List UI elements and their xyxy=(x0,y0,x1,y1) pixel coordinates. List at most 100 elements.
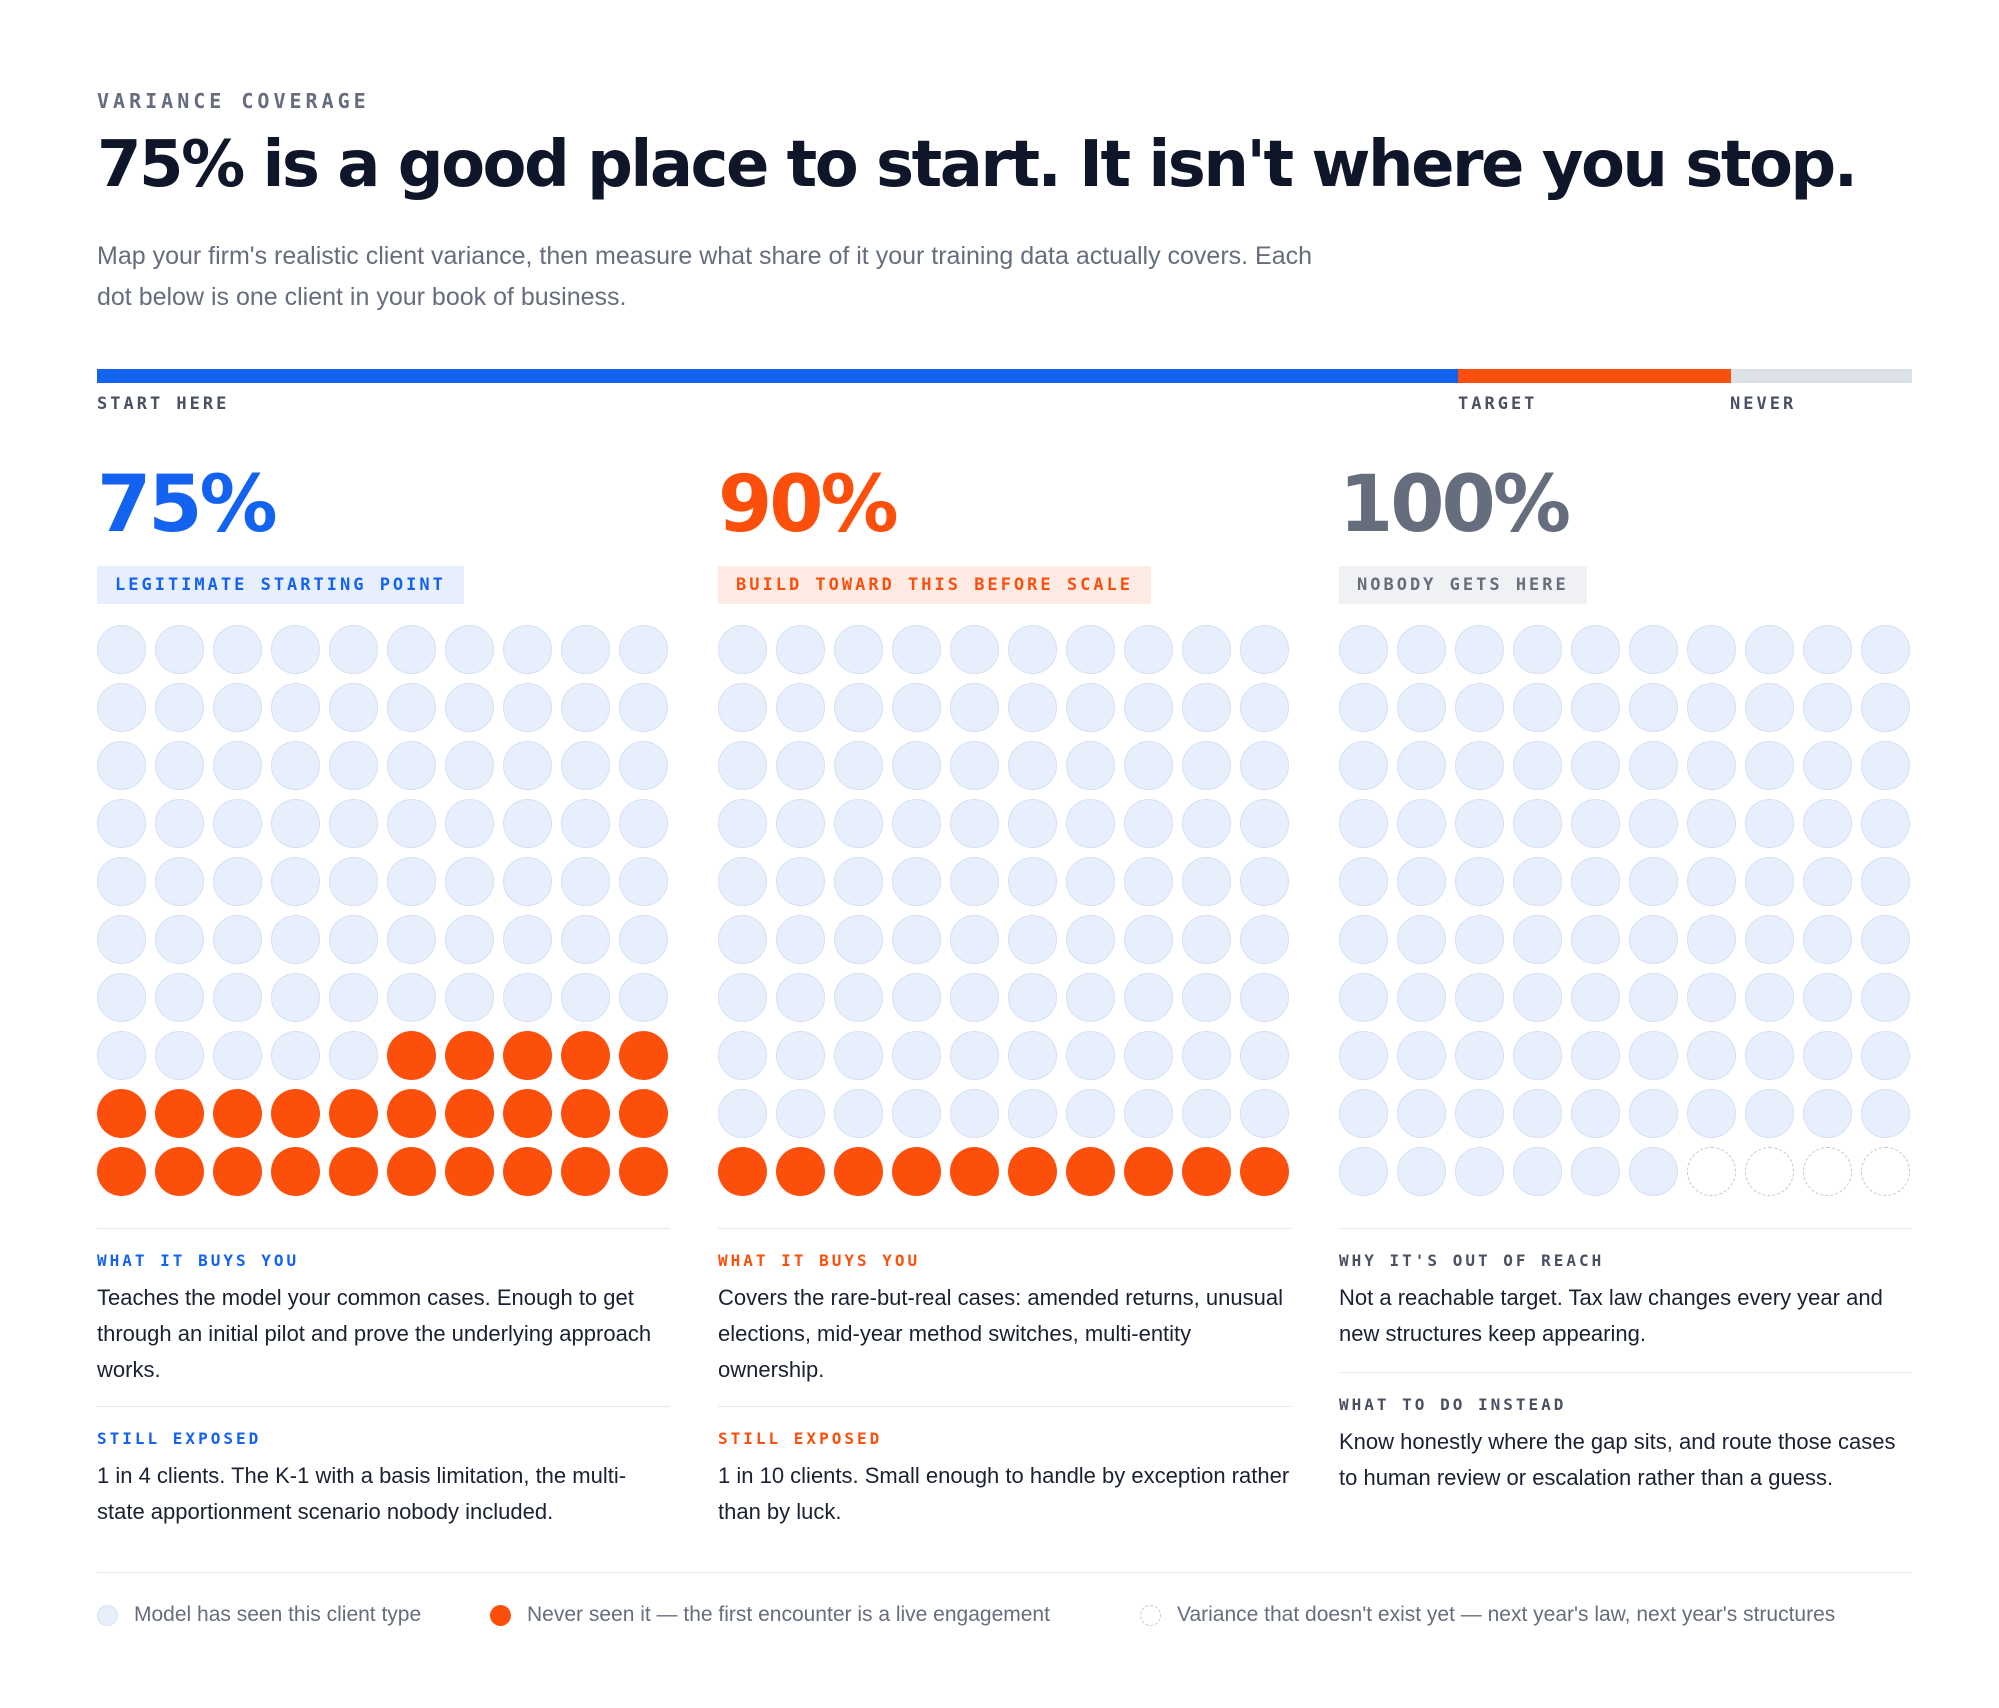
never-client-dot xyxy=(619,1031,668,1080)
info-section: STILL EXPOSED 1 in 4 clients. The K-1 wi… xyxy=(97,1406,670,1530)
seen-client-dot xyxy=(1687,625,1736,674)
seen-client-dot xyxy=(718,915,767,964)
seen-client-dot xyxy=(1861,1031,1910,1080)
seen-client-dot xyxy=(387,741,436,790)
seen-client-dot xyxy=(1687,973,1736,1022)
seen-client-dot xyxy=(1745,973,1794,1022)
seen-client-dot xyxy=(329,741,378,790)
seen-client-dot xyxy=(1513,741,1562,790)
seen-client-dot xyxy=(329,1031,378,1080)
info-section: WHAT IT BUYS YOU Teaches the model your … xyxy=(97,1228,670,1388)
coverage-progress-bar xyxy=(97,369,1912,383)
section-label: WHAT IT BUYS YOU xyxy=(97,1251,300,1270)
seen-client-dot xyxy=(445,799,494,848)
seen-client-dot xyxy=(445,857,494,906)
seen-client-dot xyxy=(329,915,378,964)
legend-item-never: Never seen it — the first encounter is a… xyxy=(490,1603,1050,1627)
seen-client-dot xyxy=(1008,741,1057,790)
legend-text: Variance that doesn't exist yet — next y… xyxy=(1177,1603,1836,1626)
seen-client-dot xyxy=(1861,683,1910,732)
seen-client-dot xyxy=(155,973,204,1022)
seen-client-dot xyxy=(1397,1031,1446,1080)
seen-client-dot xyxy=(1629,973,1678,1022)
seen-client-dot xyxy=(776,1089,825,1138)
seen-client-dot xyxy=(271,799,320,848)
coverage-column-75: 75% LEGITIMATE STARTING POINT WHAT IT BU… xyxy=(97,460,670,1524)
never-client-dot xyxy=(950,1147,999,1196)
seen-client-dot xyxy=(1513,1089,1562,1138)
seen-client-dot xyxy=(1455,1031,1504,1080)
seen-client-dot xyxy=(1803,741,1852,790)
seen-client-dot xyxy=(1629,625,1678,674)
bar-label-start: START HERE xyxy=(97,394,230,414)
progress-segment-start xyxy=(97,369,1459,383)
seen-client-dot xyxy=(1397,973,1446,1022)
section-text: Know honestly where the gap sits, and ro… xyxy=(1339,1429,1896,1490)
section-label: STILL EXPOSED xyxy=(718,1429,883,1448)
seen-client-dot xyxy=(445,915,494,964)
never-client-dot xyxy=(1066,1147,1115,1196)
seen-client-dot xyxy=(1339,857,1388,906)
seen-client-dot xyxy=(1745,741,1794,790)
seen-client-dot xyxy=(718,857,767,906)
seen-client-dot xyxy=(718,741,767,790)
seen-client-dot xyxy=(1240,741,1289,790)
seen-client-dot xyxy=(892,741,941,790)
eyebrow: VARIANCE COVERAGE xyxy=(97,89,370,113)
never-dot-icon xyxy=(490,1604,511,1626)
seen-client-dot xyxy=(213,973,262,1022)
seen-client-dot xyxy=(1745,915,1794,964)
seen-client-dot xyxy=(950,683,999,732)
seen-client-dot xyxy=(1066,915,1115,964)
never-client-dot xyxy=(561,1089,610,1138)
seen-client-dot xyxy=(1513,1031,1562,1080)
seen-client-dot xyxy=(1240,857,1289,906)
seen-client-dot xyxy=(718,1031,767,1080)
seen-client-dot xyxy=(1066,857,1115,906)
seen-client-dot xyxy=(1339,799,1388,848)
coverage-column-100: 100% NOBODY GETS HERE WHY IT'S OUT OF RE… xyxy=(1339,460,1912,1490)
seen-client-dot xyxy=(387,857,436,906)
seen-client-dot xyxy=(329,625,378,674)
never-client-dot xyxy=(445,1031,494,1080)
seen-client-dot xyxy=(1513,857,1562,906)
seen-client-dot xyxy=(561,915,610,964)
seen-client-dot xyxy=(1008,799,1057,848)
seen-client-dot xyxy=(892,799,941,848)
seen-client-dot xyxy=(776,625,825,674)
seen-client-dot xyxy=(1066,625,1115,674)
seen-client-dot xyxy=(97,973,146,1022)
seen-client-dot xyxy=(503,973,552,1022)
never-client-dot xyxy=(1124,1147,1173,1196)
future-client-dot xyxy=(1687,1147,1736,1196)
seen-client-dot xyxy=(718,973,767,1022)
seen-client-dot xyxy=(718,683,767,732)
seen-client-dot xyxy=(1240,973,1289,1022)
seen-client-dot xyxy=(1629,683,1678,732)
seen-client-dot xyxy=(1861,857,1910,906)
seen-client-dot xyxy=(1629,857,1678,906)
seen-client-dot xyxy=(776,857,825,906)
never-client-dot xyxy=(445,1147,494,1196)
seen-client-dot xyxy=(1571,1031,1620,1080)
footer-divider xyxy=(97,1572,1912,1573)
seen-client-dot xyxy=(1745,683,1794,732)
seen-client-dot xyxy=(1182,683,1231,732)
section-text: 1 in 4 clients. The K-1 with a basis lim… xyxy=(97,1463,627,1524)
seen-client-dot xyxy=(1745,857,1794,906)
seen-client-dot xyxy=(503,857,552,906)
seen-client-dot xyxy=(97,799,146,848)
info-section: WHY IT'S OUT OF REACH Not a reachable ta… xyxy=(1339,1228,1912,1352)
seen-client-dot xyxy=(1397,1147,1446,1196)
never-client-dot xyxy=(97,1089,146,1138)
never-client-dot xyxy=(892,1147,941,1196)
seen-client-dot xyxy=(1687,683,1736,732)
seen-client-dot xyxy=(1124,799,1173,848)
seen-client-dot xyxy=(1397,799,1446,848)
never-client-dot xyxy=(503,1147,552,1196)
seen-client-dot xyxy=(1571,683,1620,732)
seen-client-dot xyxy=(834,799,883,848)
never-client-dot xyxy=(503,1031,552,1080)
never-client-dot xyxy=(213,1089,262,1138)
seen-client-dot xyxy=(1182,857,1231,906)
